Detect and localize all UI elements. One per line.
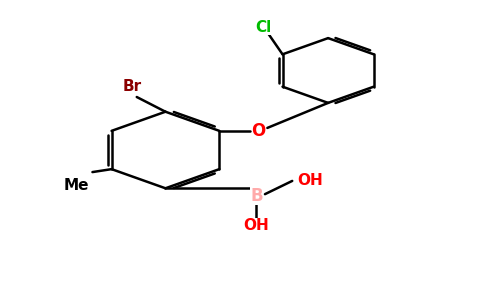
Text: OH: OH	[297, 173, 323, 188]
Text: Br: Br	[122, 79, 141, 94]
Text: Cl: Cl	[256, 20, 272, 35]
Text: Me: Me	[63, 178, 89, 193]
Text: B: B	[250, 187, 263, 205]
Text: OH: OH	[243, 218, 269, 232]
Text: O: O	[252, 122, 266, 140]
